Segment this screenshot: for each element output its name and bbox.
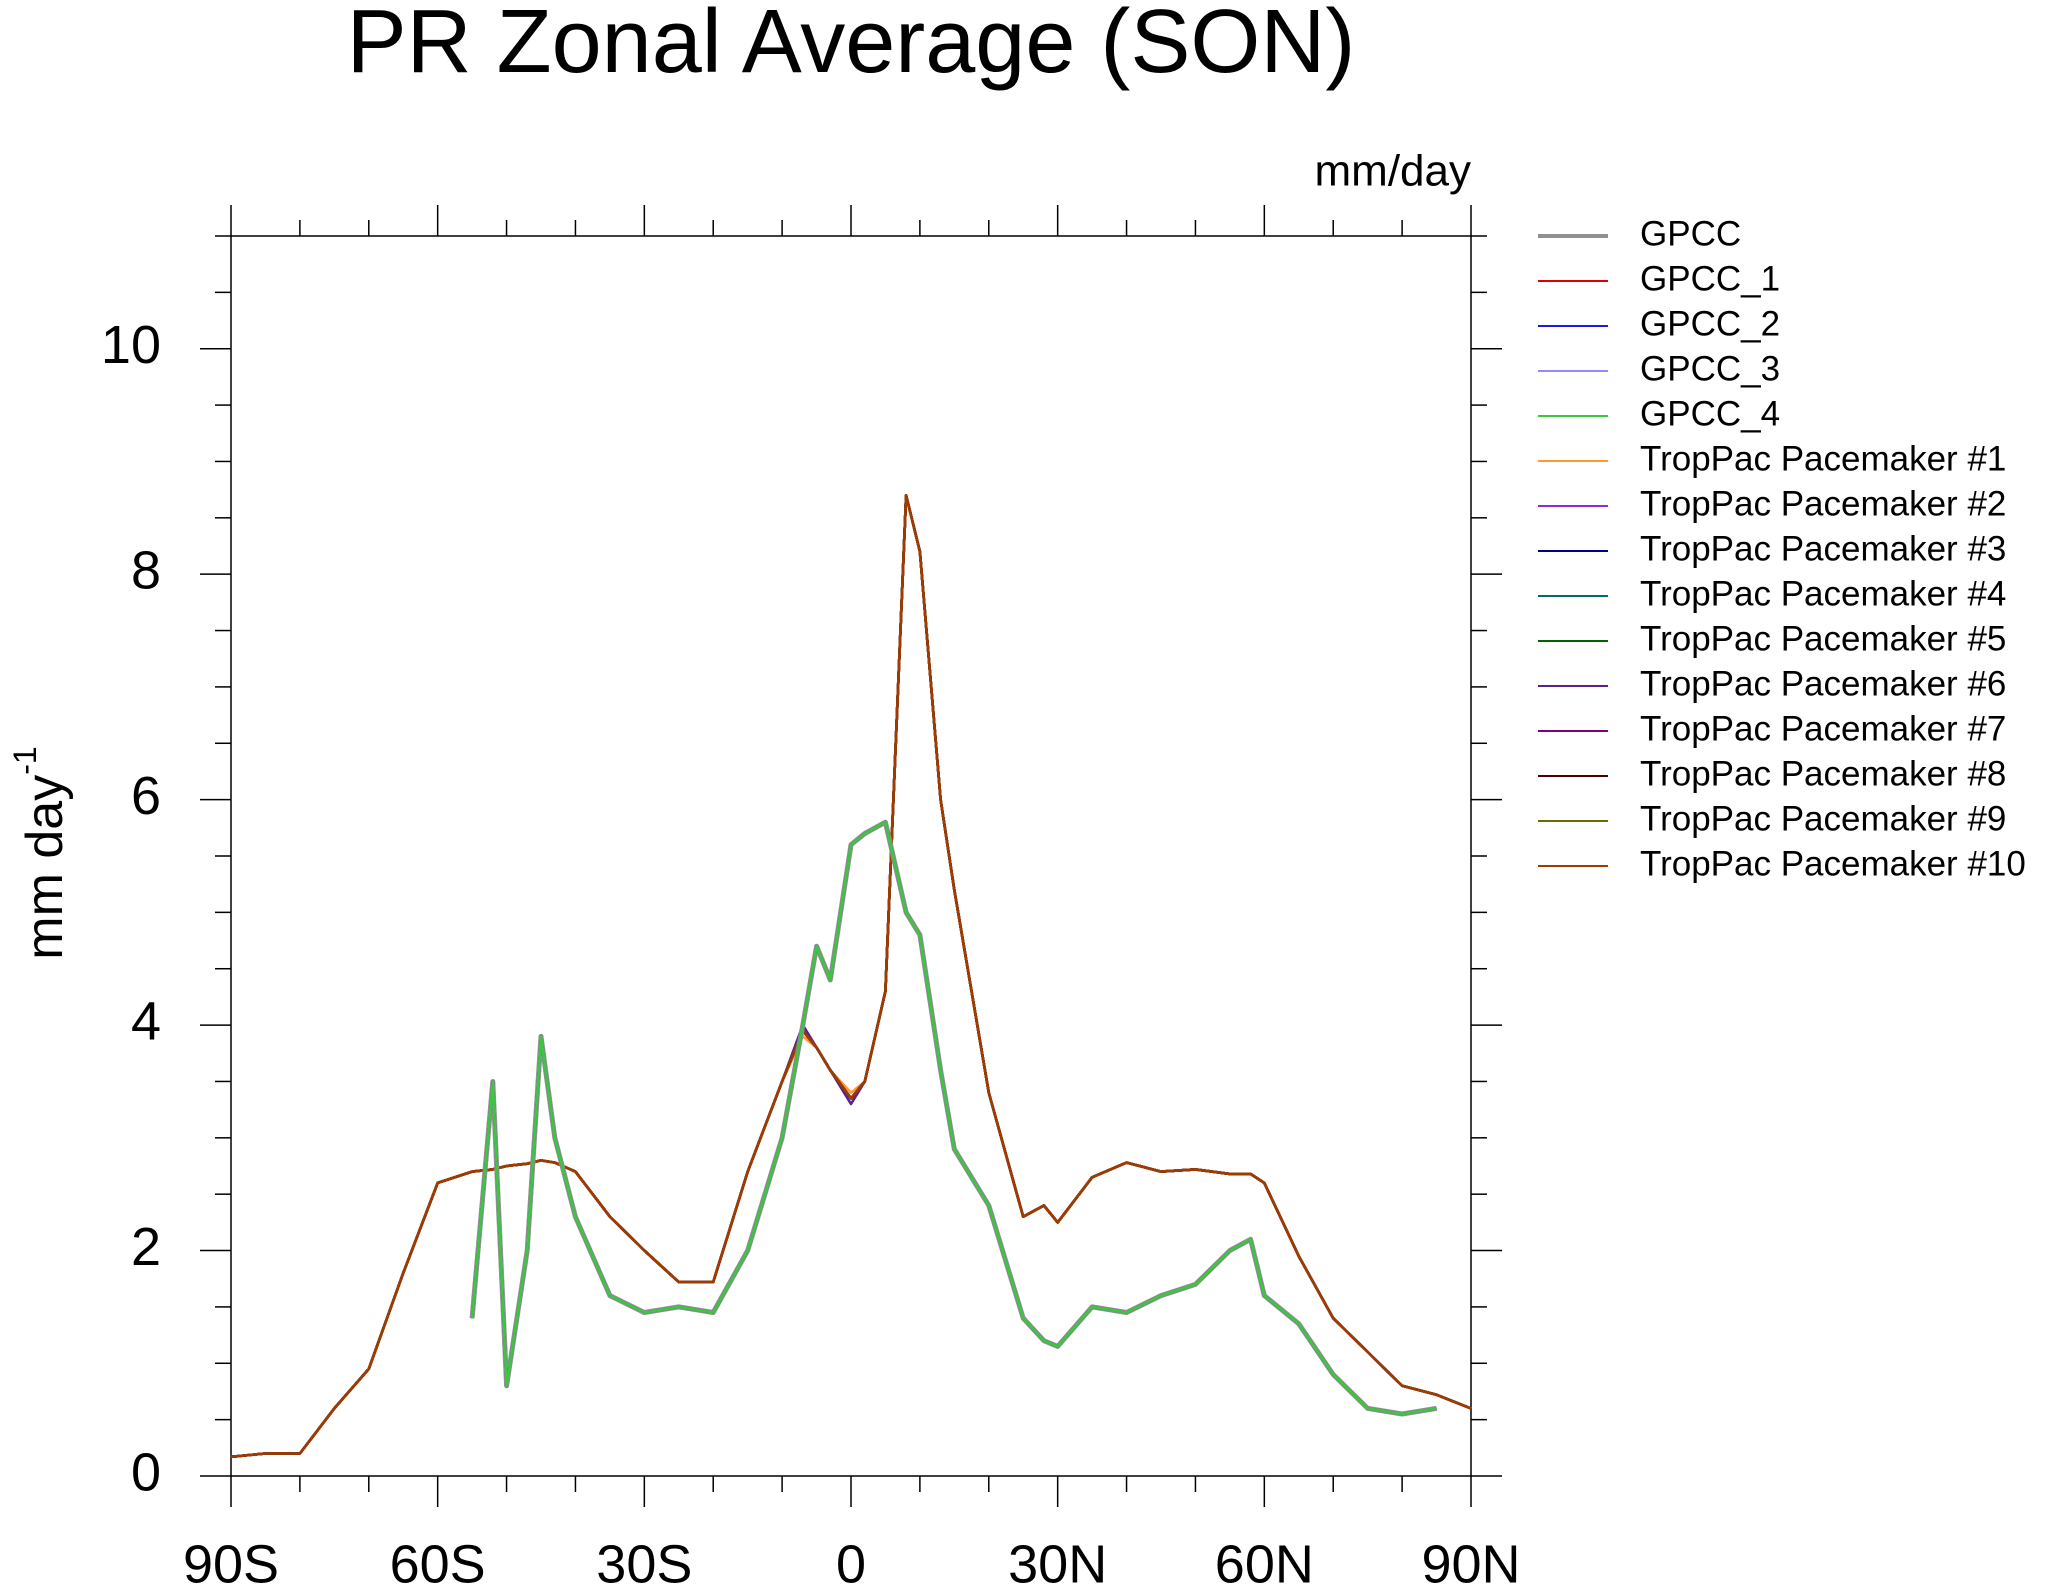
legend-label: TropPac Pacemaker #10: [1640, 844, 2026, 883]
legend-label: TropPac Pacemaker #8: [1640, 754, 2006, 793]
chart-title: PR Zonal Average (SON): [347, 0, 1356, 92]
legend-label: TropPac Pacemaker #1: [1640, 439, 2006, 478]
y-tick-label: 4: [131, 991, 161, 1051]
y-axis-label: mm day-1: [7, 746, 73, 959]
legend-label: GPCC_2: [1640, 304, 1780, 343]
x-tick-label: 30N: [1008, 1534, 1107, 1594]
legend-label: TropPac Pacemaker #3: [1640, 529, 2006, 568]
series-line: [470, 820, 1437, 1416]
x-tick-label: 60N: [1215, 1534, 1314, 1594]
legend-label: GPCC_3: [1640, 349, 1780, 388]
legend-label: GPCC: [1640, 214, 1741, 253]
legend-label: TropPac Pacemaker #4: [1640, 574, 2006, 613]
y-tick-label: 8: [131, 540, 161, 600]
legend-label: TropPac Pacemaker #6: [1640, 664, 2006, 703]
x-tick-label: 0: [836, 1534, 866, 1594]
x-tick-label: 90S: [183, 1534, 279, 1594]
y-axis-label-text: mm day: [16, 775, 74, 960]
y-tick-label: 10: [101, 315, 161, 375]
legend-label: GPCC_1: [1640, 259, 1780, 298]
series-line: [470, 820, 1437, 1416]
series-line: [470, 820, 1437, 1416]
y-tick-label: 6: [131, 766, 161, 826]
series-line: [470, 820, 1437, 1416]
x-tick-label: 30S: [596, 1534, 692, 1594]
legend-label: GPCC_4: [1640, 394, 1780, 433]
legend-label: TropPac Pacemaker #2: [1640, 484, 2006, 523]
x-tick-label: 60S: [390, 1534, 486, 1594]
x-tick-label: 90N: [1421, 1534, 1520, 1594]
y-tick-label: 2: [131, 1217, 161, 1277]
legend-label: TropPac Pacemaker #7: [1640, 709, 2006, 748]
legend-label: TropPac Pacemaker #9: [1640, 799, 2006, 838]
series-line: [469, 819, 1438, 1417]
y-tick-label: 0: [131, 1442, 161, 1502]
legend-label: TropPac Pacemaker #5: [1640, 619, 2006, 658]
y-axis-label-superscript: -1: [7, 746, 43, 774]
units-label: mm/day: [1315, 147, 1471, 196]
